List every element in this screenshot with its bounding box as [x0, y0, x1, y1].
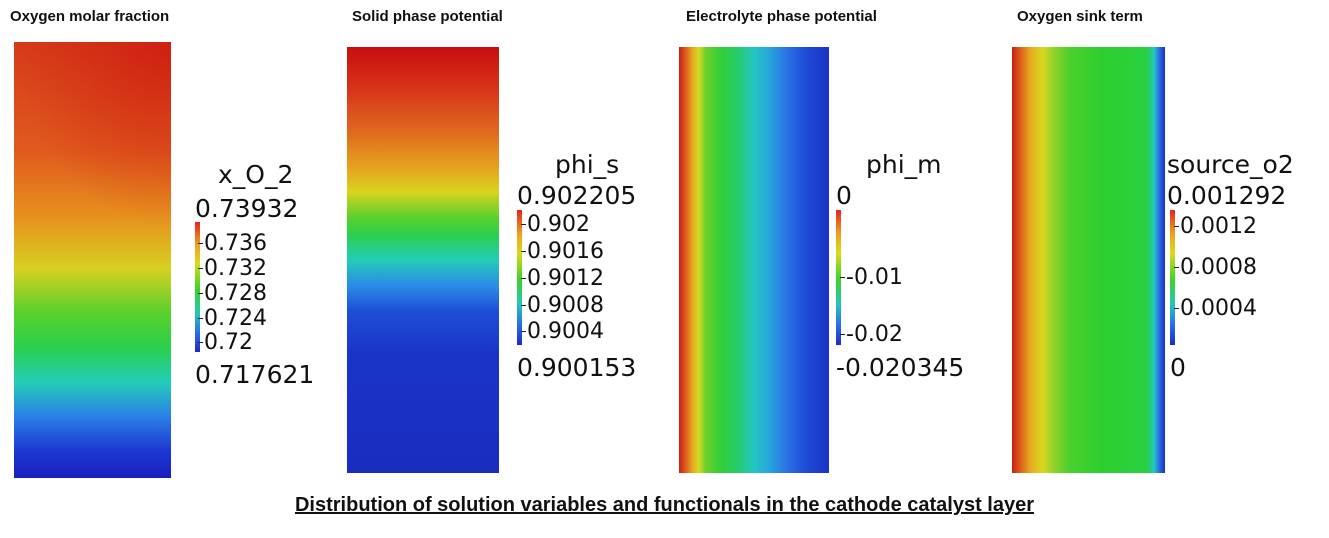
legend-max: 0.902205	[517, 181, 637, 210]
panel-title: Solid phase potential	[352, 8, 503, 25]
legend-title: phi_s	[555, 150, 620, 179]
colorbar	[195, 222, 200, 352]
field-plot	[14, 42, 171, 478]
tick-label: 0.0004	[1174, 296, 1257, 321]
legend-min: 0.717621	[195, 360, 315, 389]
legend-max: 0.001292	[1167, 181, 1287, 210]
tick-label: 0.728	[198, 281, 267, 306]
tick-label: 0.9016	[521, 239, 604, 264]
tick-label: 0.736	[198, 231, 267, 256]
tick-label: -0.02	[840, 322, 903, 347]
figure-caption: Distribution of solution variables and f…	[294, 494, 1035, 516]
legend-max: 0.73932	[195, 194, 299, 223]
field-plot	[1012, 47, 1165, 473]
colorbar	[1170, 210, 1175, 345]
tick-label: 0.902	[521, 212, 590, 237]
colorbar	[836, 210, 841, 345]
colorbar	[517, 210, 522, 345]
tick-label: 0.9008	[521, 293, 604, 318]
tick-label: 0.72	[198, 330, 253, 355]
field-plot	[347, 47, 499, 473]
tick-label: -0.01	[840, 265, 903, 290]
legend-title: x_O_2	[218, 160, 294, 189]
legend-min: 0	[1170, 353, 1186, 382]
legend-title: phi_m	[866, 150, 942, 179]
tick-label: 0.0012	[1174, 214, 1257, 239]
legend-min: 0.900153	[517, 353, 637, 382]
field-plot	[679, 47, 829, 473]
panel-title: Oxygen sink term	[1017, 8, 1143, 25]
panel-title: Oxygen molar fraction	[10, 8, 170, 25]
legend-max: 0	[836, 181, 852, 210]
legend-title: source_o2	[1167, 150, 1294, 179]
tick-label: 0.732	[198, 256, 267, 281]
tick-label: 0.9012	[521, 266, 604, 291]
tick-label: 0.724	[198, 306, 267, 331]
legend-min: -0.020345	[836, 353, 965, 382]
tick-label: 0.0008	[1174, 255, 1257, 280]
tick-label: 0.9004	[521, 319, 604, 344]
panel-title: Electrolyte phase potential	[686, 8, 877, 25]
